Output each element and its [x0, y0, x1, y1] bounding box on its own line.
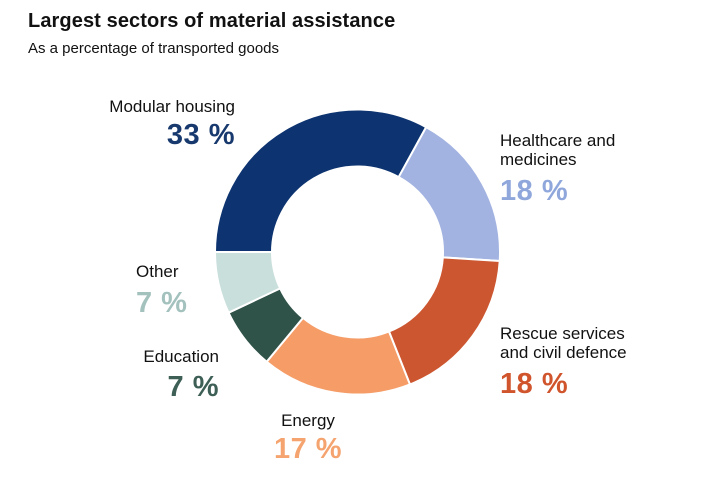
slice-value: 7 % — [136, 287, 188, 319]
slice-label-rescue-services-and-civil-defence: Rescue services and civil defence 18 % — [500, 324, 642, 399]
chart-subtitle: As a percentage of transported goods — [28, 40, 280, 57]
slice-name: Other — [136, 262, 179, 281]
slice-label-other: Other 7 % — [136, 262, 187, 318]
slice-label-education: Education 7 % — [143, 347, 219, 402]
slice-label-healthcare-and-medicines: Healthcare and medicines 18 % — [500, 131, 632, 206]
slice-name: Education — [143, 347, 219, 366]
slice-value: 17 % — [273, 433, 343, 465]
slice-name: Healthcare and medicines — [500, 131, 616, 169]
donut-slice-other — [214, 251, 282, 314]
donut-slice-rescue-services-and-civil-defence — [387, 256, 501, 386]
slice-label-energy: Energy 17 % — [243, 411, 373, 464]
slice-value: 18 % — [500, 368, 569, 400]
slice-name: Rescue services and civil defence — [500, 324, 627, 362]
slice-value: 18 % — [500, 175, 569, 207]
slice-name: Energy — [281, 411, 335, 430]
slice-value: 33 % — [166, 119, 235, 151]
chart-title: Largest sectors of material assistance — [28, 10, 396, 32]
slice-value: 7 % — [167, 371, 219, 403]
slice-name: Modular housing — [109, 97, 235, 116]
donut-slice-modular-housing — [214, 108, 428, 253]
slice-label-modular-housing: Modular housing 33 % — [109, 97, 235, 150]
